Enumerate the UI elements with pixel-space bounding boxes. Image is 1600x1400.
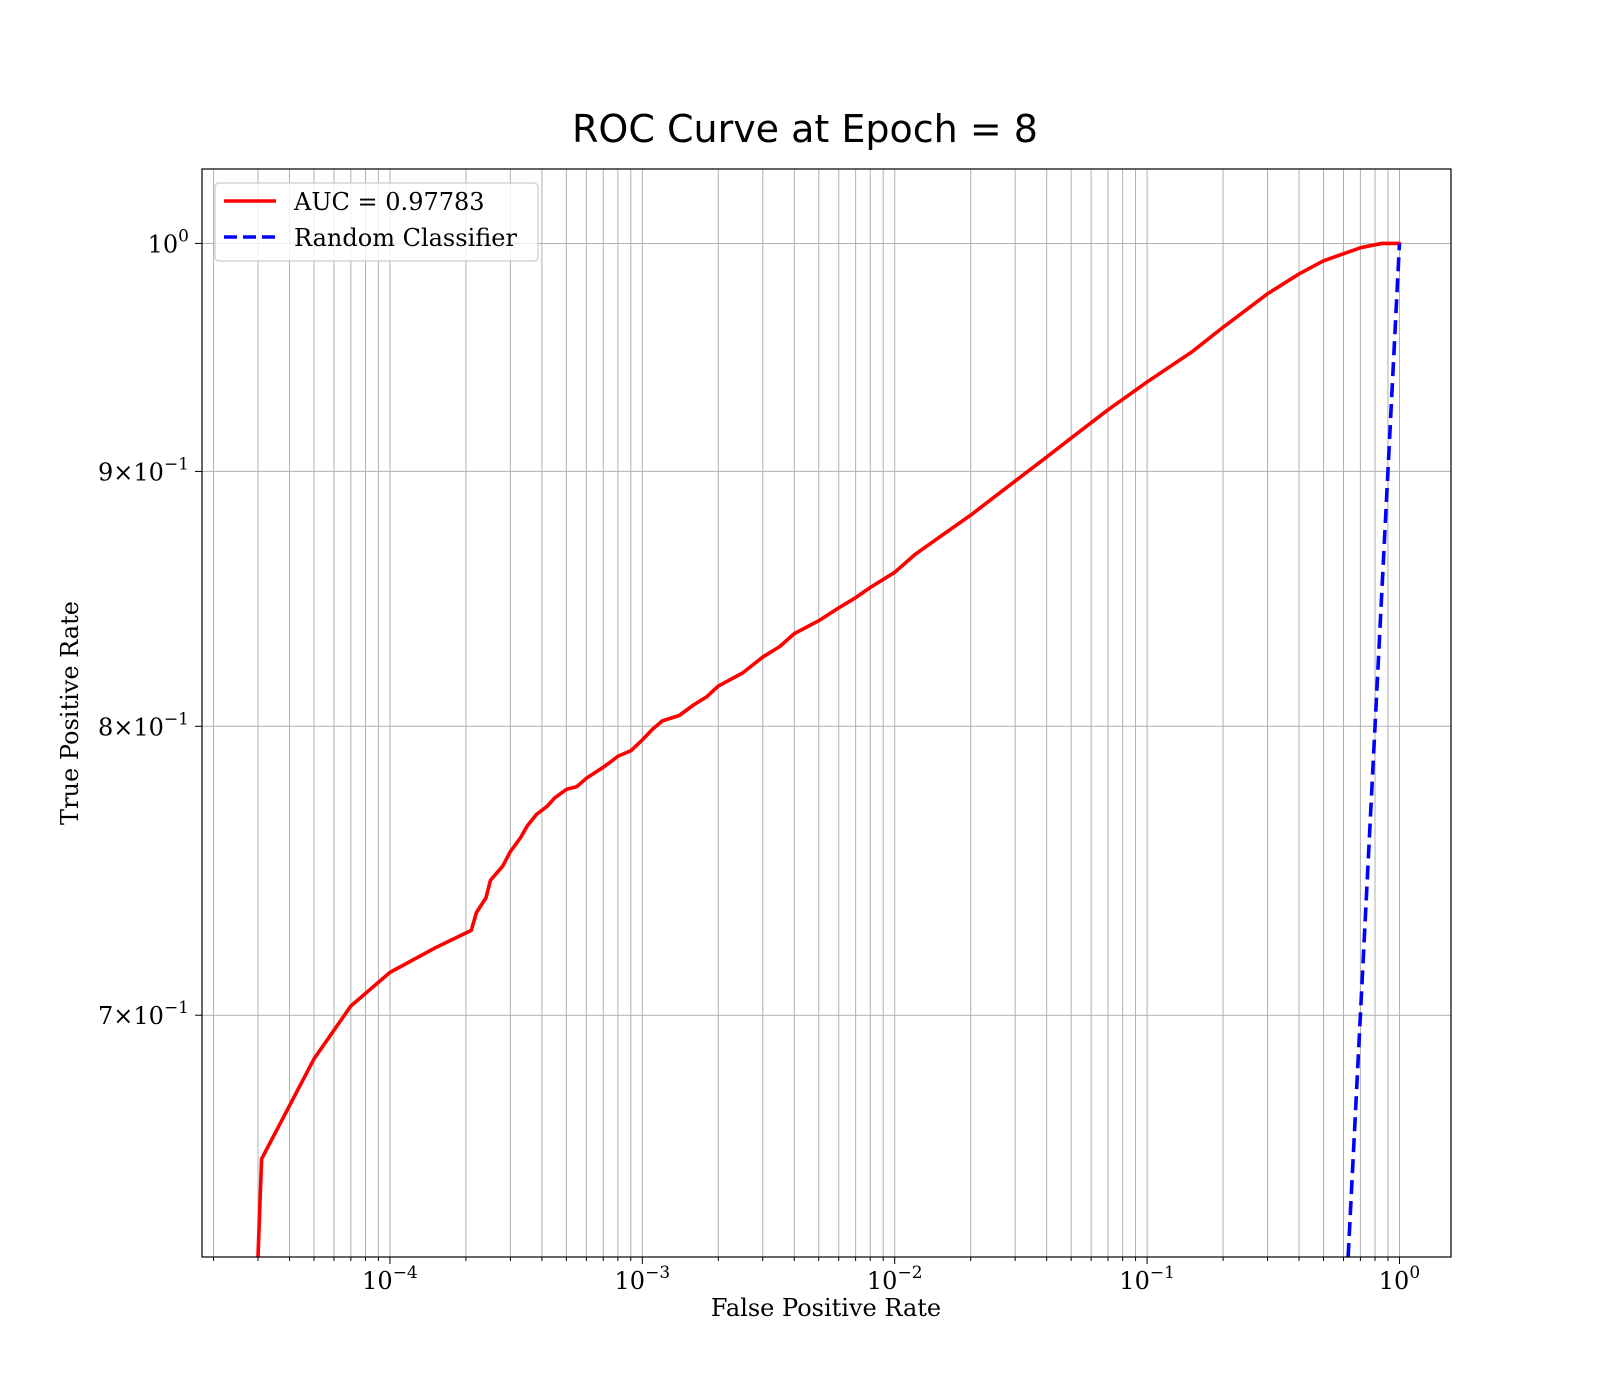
x-axis-ticks: 10−4 10−3 10−2 10−1 100 (213, 1257, 1420, 1295)
x-tick-label: 10−2 (867, 1263, 923, 1295)
x-tick-label: 10−1 (1119, 1263, 1175, 1295)
y-tick-label: 8×10−1 (98, 709, 189, 741)
y-axis-ticks: 100 9×10−1 8×10−1 7×10−1 (98, 226, 202, 1030)
x-tick-label: 100 (1379, 1263, 1420, 1295)
legend: AUC = 0.97783 Random Classifier (214, 182, 539, 262)
legend-box (214, 182, 539, 262)
y-tick-label: 100 (148, 226, 189, 258)
grid-lines (202, 169, 1451, 1257)
plot-frame (201, 168, 1452, 1258)
y-axis-label: True Positive Rate (56, 601, 84, 825)
legend-label-random: Random Classifier (294, 224, 517, 252)
series-random-classifier-line (1346, 243, 1402, 1257)
series-layer (256, 241, 1402, 1257)
x-tick-label: 10−4 (362, 1263, 418, 1295)
series-roc-curve-line (256, 241, 1402, 1257)
chart-title: ROC Curve at Epoch = 8 (572, 107, 1038, 151)
legend-label-auc: AUC = 0.97783 (293, 188, 485, 216)
y-tick-label: 7×10−1 (98, 998, 189, 1030)
y-tick-label: 9×10−1 (98, 454, 189, 486)
x-axis-label: False Positive Rate (711, 1294, 941, 1322)
x-tick-label: 10−3 (615, 1263, 671, 1295)
